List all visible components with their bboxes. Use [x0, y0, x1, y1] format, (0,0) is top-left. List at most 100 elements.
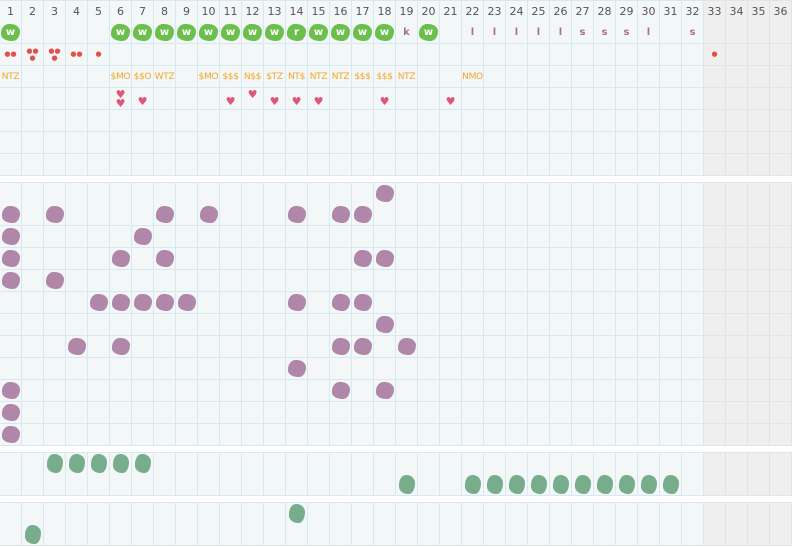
day-cell[interactable] — [638, 336, 660, 358]
day-cell[interactable] — [770, 292, 792, 314]
day-cell[interactable] — [0, 524, 22, 546]
day-cell[interactable] — [594, 402, 616, 424]
day-cell[interactable]: $MO — [110, 66, 132, 88]
day-cell[interactable]: ♥ — [132, 88, 154, 110]
workout-marker[interactable]: w — [133, 24, 152, 41]
day-cell[interactable] — [330, 204, 352, 226]
purple-marker[interactable] — [67, 338, 86, 355]
day-cell[interactable] — [484, 182, 506, 205]
day-cell[interactable] — [462, 44, 484, 66]
day-cell[interactable]: NMO — [462, 66, 484, 88]
day-cell[interactable] — [286, 44, 308, 66]
day-cell[interactable] — [154, 336, 176, 358]
day-cell[interactable] — [220, 44, 242, 66]
day-cell[interactable] — [330, 88, 352, 110]
day-cell[interactable] — [286, 502, 308, 525]
purple-marker[interactable] — [287, 206, 306, 223]
day-cell[interactable] — [308, 270, 330, 292]
day-cell[interactable] — [0, 474, 22, 496]
day-cell[interactable] — [506, 452, 528, 475]
day-cell[interactable] — [88, 474, 110, 496]
day-cell[interactable] — [242, 358, 264, 380]
day-cell[interactable] — [572, 66, 594, 88]
day-cell[interactable] — [110, 270, 132, 292]
day-cell[interactable] — [374, 154, 396, 176]
day-cell[interactable] — [110, 358, 132, 380]
day-cell[interactable] — [440, 132, 462, 154]
day-cell[interactable] — [88, 66, 110, 88]
day-cell[interactable] — [176, 524, 198, 546]
day-cell[interactable] — [374, 292, 396, 314]
day-cell[interactable] — [220, 524, 242, 546]
day-cell[interactable] — [88, 226, 110, 248]
day-cell[interactable] — [440, 154, 462, 176]
workout-marker[interactable]: w — [111, 24, 130, 41]
day-cell[interactable]: w — [242, 22, 264, 44]
day-cell[interactable] — [594, 248, 616, 270]
day-cell[interactable] — [176, 452, 198, 475]
day-cell[interactable] — [44, 88, 66, 110]
day-cell[interactable] — [176, 270, 198, 292]
day-cell[interactable] — [726, 358, 748, 380]
day-cell[interactable] — [660, 474, 682, 496]
day-cell[interactable] — [682, 524, 704, 546]
day-cell[interactable]: ♥ — [264, 88, 286, 110]
day-cell[interactable] — [330, 502, 352, 525]
day-cell[interactable] — [264, 132, 286, 154]
purple-marker[interactable] — [89, 294, 108, 311]
day-cell[interactable]: s — [594, 22, 616, 44]
day-cell[interactable] — [44, 524, 66, 546]
day-cell[interactable] — [154, 248, 176, 270]
day-cell[interactable] — [264, 358, 286, 380]
day-cell[interactable] — [352, 452, 374, 475]
teal-marker[interactable] — [288, 504, 305, 523]
day-cell[interactable] — [352, 132, 374, 154]
day-cell[interactable] — [418, 502, 440, 525]
day-cell[interactable] — [330, 292, 352, 314]
day-cell[interactable] — [638, 182, 660, 205]
day-cell[interactable] — [418, 110, 440, 132]
day-cell[interactable] — [220, 292, 242, 314]
day-cell[interactable] — [396, 110, 418, 132]
day-cell[interactable] — [0, 248, 22, 270]
day-cell[interactable] — [704, 292, 726, 314]
workout-marker[interactable]: w — [177, 24, 196, 41]
day-cell[interactable] — [198, 44, 220, 66]
day-cell[interactable] — [132, 314, 154, 336]
day-cell[interactable]: $$$ — [352, 66, 374, 88]
day-cell[interactable] — [484, 66, 506, 88]
day-cell[interactable] — [220, 424, 242, 446]
day-cell[interactable] — [418, 182, 440, 205]
day-cell[interactable] — [638, 292, 660, 314]
day-cell[interactable] — [638, 132, 660, 154]
day-cell[interactable] — [88, 292, 110, 314]
day-cell[interactable] — [770, 182, 792, 205]
day-cell[interactable] — [572, 380, 594, 402]
day-cell[interactable] — [682, 424, 704, 446]
day-cell[interactable] — [484, 424, 506, 446]
day-cell[interactable] — [572, 474, 594, 496]
day-cell[interactable]: s — [572, 22, 594, 44]
day-cell[interactable] — [264, 402, 286, 424]
day-cell[interactable] — [638, 44, 660, 66]
day-cell[interactable] — [726, 424, 748, 446]
day-cell[interactable] — [550, 182, 572, 205]
day-cell[interactable] — [726, 452, 748, 475]
day-cell[interactable] — [440, 66, 462, 88]
day-cell[interactable] — [550, 270, 572, 292]
day-cell[interactable] — [748, 182, 770, 205]
day-cell[interactable] — [242, 402, 264, 424]
day-cell[interactable] — [572, 336, 594, 358]
day-cell[interactable] — [88, 358, 110, 380]
day-cell[interactable] — [770, 314, 792, 336]
purple-marker[interactable] — [331, 206, 350, 223]
day-cell[interactable] — [264, 292, 286, 314]
day-cell[interactable] — [440, 336, 462, 358]
workout-marker[interactable]: w — [221, 24, 240, 41]
day-cell[interactable] — [242, 292, 264, 314]
day-cell[interactable] — [132, 226, 154, 248]
day-cell[interactable] — [66, 182, 88, 205]
day-cell[interactable] — [66, 88, 88, 110]
day-cell[interactable] — [440, 380, 462, 402]
day-cell[interactable] — [616, 204, 638, 226]
